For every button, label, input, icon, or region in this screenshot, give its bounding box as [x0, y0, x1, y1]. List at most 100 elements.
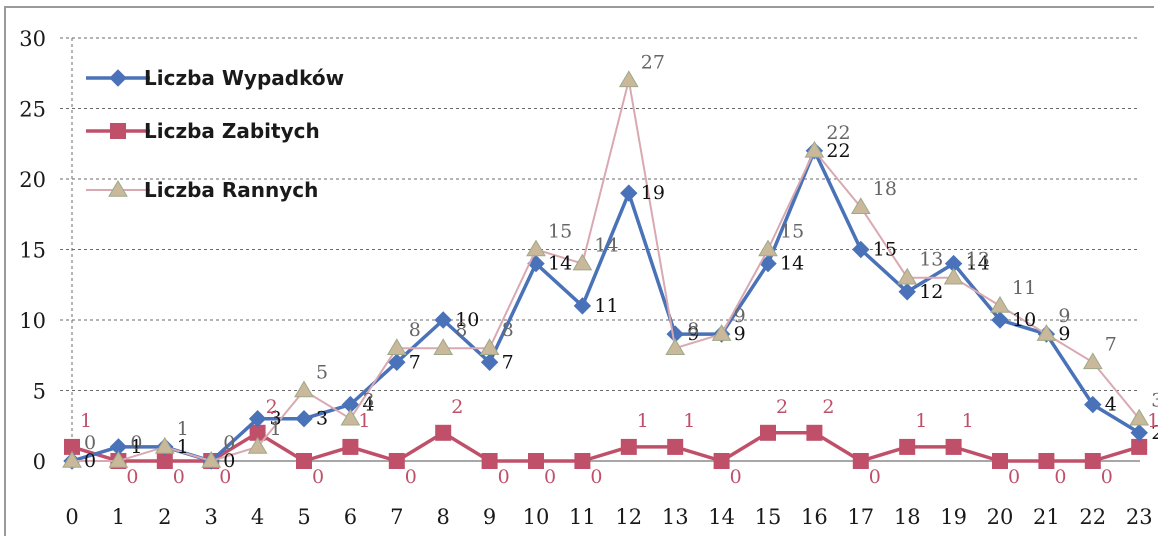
- data-label: 2: [266, 396, 278, 418]
- point-marker-square: [667, 438, 684, 455]
- series-1: [64, 424, 1148, 469]
- x-tick-label: 7: [390, 505, 403, 529]
- x-tick-label: 6: [344, 505, 357, 529]
- point-marker-square: [574, 453, 591, 469]
- gridlines: [60, 37, 1140, 391]
- x-tick-label: 2: [158, 505, 171, 529]
- point-marker-triangle: [386, 338, 407, 355]
- data-label: 0: [223, 432, 235, 454]
- point-marker-diamond: [248, 409, 267, 428]
- data-label: 8: [502, 319, 514, 341]
- y-tick-label: 5: [33, 380, 46, 404]
- point-marker-square: [296, 453, 312, 469]
- point-marker-triangle: [804, 140, 825, 158]
- x-tick-label: 11: [569, 505, 596, 529]
- point-marker-square: [852, 453, 869, 469]
- point-marker-triangle: [665, 338, 686, 355]
- point-marker-square: [481, 453, 498, 469]
- x-tick-label: 15: [755, 505, 782, 529]
- x-tick-label: 21: [1033, 505, 1060, 529]
- point-marker-diamond: [573, 297, 592, 315]
- data-label: 14: [966, 253, 990, 275]
- x-tick-label: 4: [251, 505, 264, 529]
- data-label: 1: [1147, 410, 1158, 432]
- point-marker-triangle: [990, 295, 1010, 313]
- point-marker-triangle: [294, 380, 314, 398]
- data-label: 7: [409, 351, 421, 373]
- point-marker-square: [1131, 438, 1148, 455]
- point-marker-triangle: [62, 451, 82, 468]
- data-label: 2: [776, 396, 788, 418]
- point-marker-triangle: [1129, 408, 1150, 426]
- point-marker-square: [806, 424, 823, 441]
- point-marker-triangle: [340, 408, 361, 426]
- x-tick-label: 1: [112, 505, 125, 529]
- data-label: 10: [1012, 309, 1036, 331]
- x-tick-label: 9: [483, 505, 496, 529]
- data-label: 11: [594, 295, 618, 317]
- legend: Liczba Wypadków Liczba Zabitych Liczba Ran…: [86, 66, 344, 202]
- point-marker-triangle: [108, 180, 128, 197]
- data-label: 7: [502, 351, 514, 373]
- data-label: 2: [451, 396, 463, 418]
- point-marker-square: [64, 438, 80, 455]
- point-marker-square: [249, 424, 266, 441]
- point-marker-square: [1084, 453, 1101, 469]
- x-tick-label: 18: [894, 505, 921, 529]
- data-label: 7: [1105, 333, 1117, 355]
- data-label: 0: [1054, 466, 1066, 488]
- point-marker-diamond: [388, 353, 406, 372]
- point-marker-square: [620, 438, 637, 455]
- x-tick-label: 23: [1126, 505, 1153, 529]
- legend-label: Liczba Rannych: [144, 178, 318, 202]
- x-tick-label: 0: [65, 505, 78, 529]
- data-label: 10: [455, 309, 479, 331]
- data-label: 1: [177, 418, 189, 440]
- x-tick-label: 14: [708, 505, 735, 529]
- data-label: 4: [362, 394, 374, 416]
- point-marker-square: [713, 453, 730, 469]
- point-marker-square: [528, 453, 544, 469]
- point-marker-triangle: [572, 253, 593, 271]
- data-label: 1: [177, 436, 189, 458]
- data-label: 27: [641, 51, 665, 73]
- data-label: 0: [405, 466, 417, 488]
- legend-label: Liczba Wypadków: [144, 66, 344, 90]
- point-marker-triangle: [1082, 352, 1103, 370]
- series-layer: [62, 70, 1150, 470]
- data-label: 4: [1105, 394, 1117, 416]
- data-label: 18: [873, 178, 897, 200]
- data-label: 9: [1058, 323, 1070, 345]
- x-tick-label: 8: [437, 505, 450, 529]
- data-label: 13: [919, 249, 943, 271]
- data-label: 3: [362, 390, 374, 412]
- data-label: 0: [1008, 466, 1020, 488]
- data-label: 0: [1101, 466, 1113, 488]
- point-marker-triangle: [154, 436, 175, 454]
- x-tick-label: 22: [1079, 505, 1106, 529]
- point-marker-diamond: [480, 353, 499, 372]
- point-marker-triangle: [201, 451, 222, 468]
- data-label: 13: [966, 249, 990, 271]
- data-label: 22: [826, 140, 850, 162]
- data-label: 15: [548, 221, 572, 243]
- data-label: 1: [80, 410, 92, 432]
- data-label: 15: [873, 239, 897, 261]
- data-label: 3: [316, 408, 328, 430]
- point-marker-triangle: [526, 239, 546, 257]
- data-label: 0: [130, 432, 142, 454]
- data-label: 0: [223, 450, 235, 472]
- series-line: [71, 149, 1141, 463]
- data-label: 5: [316, 362, 328, 384]
- data-label: 0: [869, 466, 881, 488]
- chart-frame: [4, 6, 1154, 536]
- data-label: 0: [84, 432, 96, 454]
- point-marker-diamond: [434, 311, 452, 329]
- data-label: 0: [219, 466, 231, 488]
- data-label: 1: [130, 436, 142, 458]
- data-label: 8: [409, 319, 421, 341]
- point-marker-square: [1038, 453, 1055, 469]
- data-label: 0: [312, 466, 324, 488]
